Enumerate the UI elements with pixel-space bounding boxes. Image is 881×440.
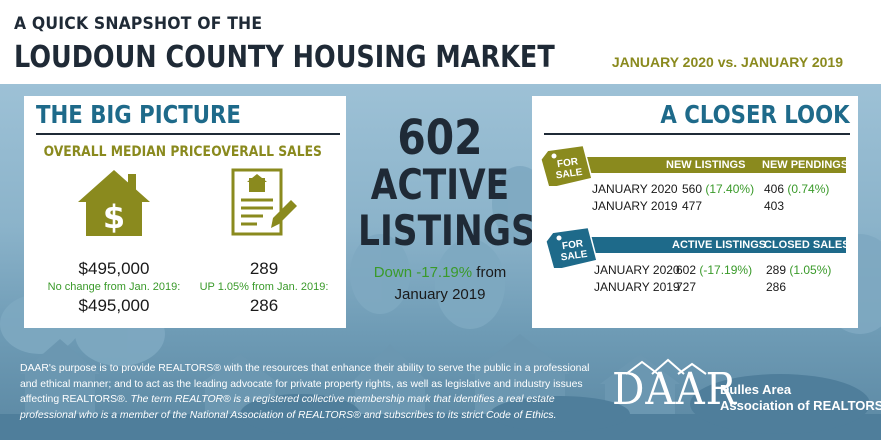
active-listings-header-bar: ACTIVE LISTINGS CLOSED SALES [578,237,850,253]
overall-sales-current: 289 [249,259,279,278]
footer-disclaimer: DAAR's purpose is to provide REALTORS® w… [20,361,600,423]
for-sale-tag-text-1: FOR [556,156,579,170]
daar-org-line-2: Association of REALTORS® [720,398,881,413]
for-sale-tag-2-text-2: SALE [560,249,588,264]
table1-row1-col2: 406 (0.74%) [764,182,830,196]
big-picture-divider [36,133,340,135]
document-pen-icon [231,168,297,236]
active-listings-change-value: Down -17.19% [373,264,473,281]
table1-row2-col1: 477 [682,199,703,213]
title-line-1: A QUICK SNAPSHOT OF THE [14,14,263,34]
table2-row1-col2: 289 (1.05%) [766,263,832,277]
overall-sales-previous: 286 [249,296,279,315]
median-price-change-note: No change from Jan. 2019: [47,281,181,293]
active-listings-number: 602 [397,110,483,166]
big-picture-panel: THE BIG PICTURE OVERALL MEDIAN PRICE OVE… [24,96,346,328]
active-listings-label-1: ACTIVE [370,160,510,209]
table1-row1-col1: 560 (17.40%) [682,182,755,196]
daar-org-line-1: Dulles Area [720,382,792,397]
active-listings-change-suffix: from [472,264,507,281]
closer-look-divider [544,133,850,135]
median-price-previous: $495,000 [78,296,150,315]
footer-trademark: The term REALTOR® is a registered collec… [20,394,557,421]
overall-sales-change-note: UP 1.05% from Jan. 2019: [199,281,329,293]
daar-org-name: Dulles Area Association of REALTORS® [720,382,881,414]
house-dollar-icon: $ [78,170,150,236]
daar-logo: DAAR [612,364,738,415]
table2-row1-label: JANUARY 2020 [594,263,680,277]
table2-row2-label: JANUARY 2019 [594,280,680,294]
new-listings-header-bar: NEW LISTINGS NEW PENDINGS [578,157,849,173]
new-listings-header: NEW LISTINGS [666,159,746,171]
svg-text:$: $ [103,198,125,236]
median-price-heading: OVERALL MEDIAN PRICE [43,144,211,160]
for-sale-tag-text-2: SALE [555,167,583,182]
title-line-2: LOUDOUN COUNTY HOUSING MARKET [14,40,555,75]
date-range: JANUARY 2020 vs. JANUARY 2019 [611,54,843,70]
for-sale-tag-icon: FOR SALE [540,144,592,186]
table1-row2-label: JANUARY 2019 [592,199,678,213]
median-price-current: $495,000 [78,259,150,278]
footer-purpose: DAAR's purpose is to provide REALTORS® w… [20,363,590,405]
daar-logo-rooftops-icon [625,358,707,375]
active-listings-label-2: LISTINGS [358,206,536,255]
new-pendings-header: NEW PENDINGS [762,159,849,171]
for-sale-tag-icon-2: FOR SALE [545,226,597,268]
overall-sales-heading: OVERALL SALES [211,144,322,160]
closed-sales-header: CLOSED SALES [764,239,850,251]
closer-look-title: A CLOSER LOOK [660,100,850,129]
header: A QUICK SNAPSHOT OF THE LOUDOUN COUNTY H… [0,0,881,84]
active-listings-change: Down -17.19% from January 2019 [350,262,530,306]
for-sale-tag-2-text-1: FOR [561,238,584,252]
table1-row1-label: JANUARY 2020 [592,182,678,196]
table2-row2-col1: 727 [676,280,697,294]
table2-row1-col1: 602 (-17.19%) [676,263,753,277]
active-listings-change-period: January 2019 [394,286,486,303]
active-listings-header: ACTIVE LISTINGS [672,239,767,251]
table1-row2-col2: 403 [764,199,785,213]
closer-look-panel: A CLOSER LOOK [532,96,858,328]
table2-row2-col2: 286 [766,280,787,294]
big-picture-title: THE BIG PICTURE [36,100,241,129]
